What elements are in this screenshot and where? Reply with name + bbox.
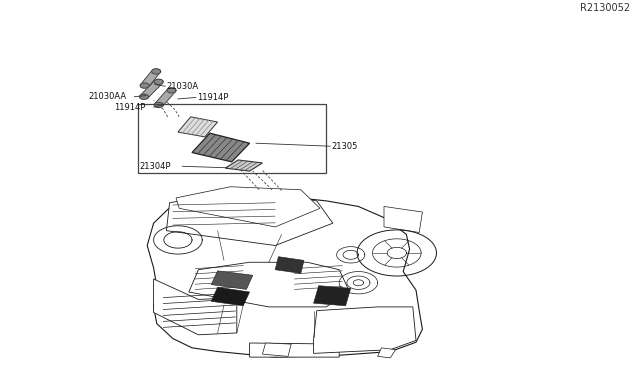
Text: 11914P: 11914P [114,103,145,112]
Text: 21030A: 21030A [166,82,198,91]
Polygon shape [225,160,262,171]
Polygon shape [154,279,237,335]
Bar [138,104,326,173]
Polygon shape [176,187,320,227]
Polygon shape [140,94,148,99]
Text: 21305: 21305 [332,142,358,151]
Polygon shape [211,271,253,289]
Polygon shape [211,287,250,306]
Polygon shape [178,117,218,137]
Polygon shape [384,206,422,232]
Polygon shape [378,348,396,358]
Polygon shape [275,257,304,273]
Polygon shape [314,286,351,306]
Text: R2130052: R2130052 [580,3,630,13]
Polygon shape [314,307,416,353]
Polygon shape [166,190,333,246]
Polygon shape [154,102,163,108]
Polygon shape [262,343,291,356]
Polygon shape [250,343,339,357]
Polygon shape [154,79,163,84]
Polygon shape [140,81,163,98]
Polygon shape [167,88,176,93]
Polygon shape [189,262,349,307]
Polygon shape [147,190,422,357]
Text: 21304P: 21304P [140,162,171,171]
Polygon shape [141,70,160,87]
Polygon shape [192,133,250,162]
Text: 11914P: 11914P [197,93,228,102]
Polygon shape [155,89,175,106]
Text: 21030AA: 21030AA [88,92,127,101]
Polygon shape [140,83,149,88]
Polygon shape [152,69,161,74]
